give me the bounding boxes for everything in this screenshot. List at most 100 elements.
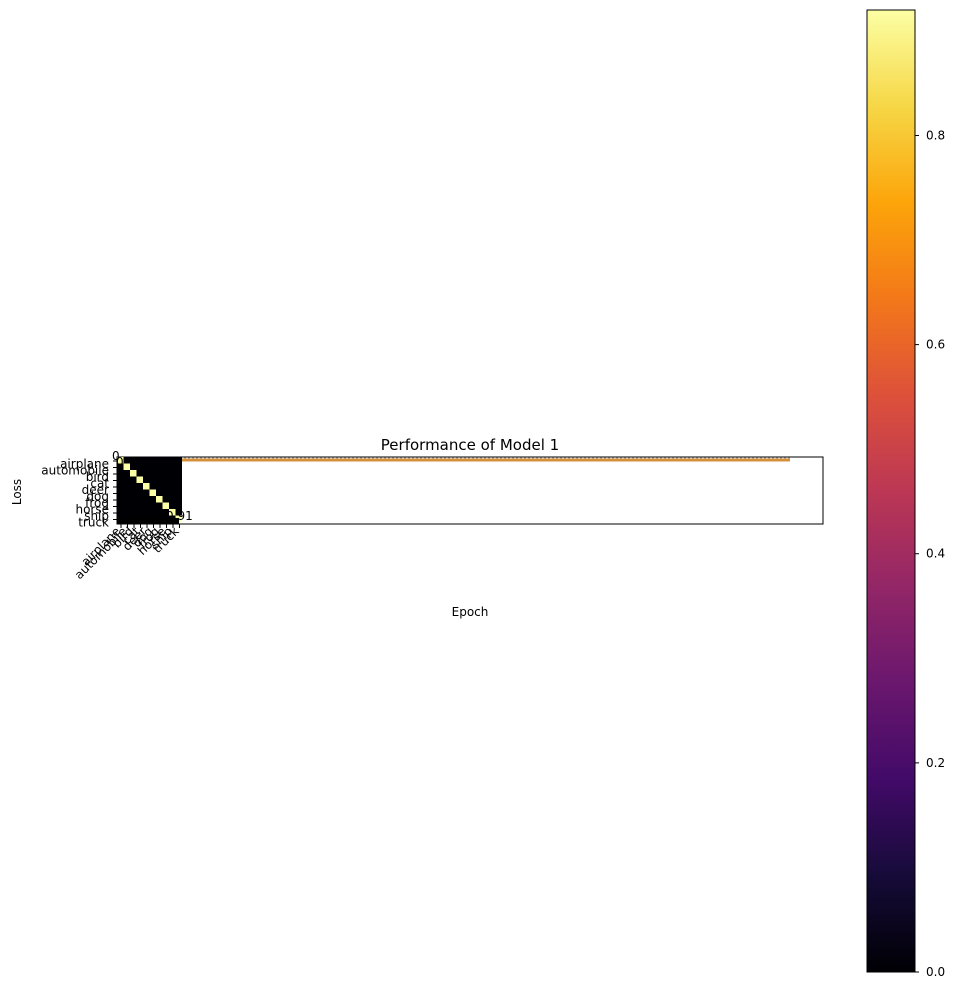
heatmap-cell: [117, 483, 124, 490]
heatmap-y-tick-label: automobile: [41, 464, 109, 478]
heatmap-cell: [162, 463, 169, 470]
heatmap-cell: [175, 496, 182, 503]
heatmap-cell: [123, 489, 130, 496]
heatmap-cell: [123, 483, 130, 490]
heatmap-cell: [130, 470, 137, 477]
heatmap-cell: [162, 509, 169, 516]
heatmap-cell: [169, 483, 176, 490]
heatmap-cell: [130, 457, 137, 464]
colorbar-tick-label: 0.6: [926, 338, 945, 352]
heatmap-cell: [136, 476, 143, 483]
heatmap-cell: [117, 470, 124, 477]
heatmap-cell: [136, 496, 143, 503]
heatmap-cell: [123, 496, 130, 503]
heatmap-cell: [162, 489, 169, 496]
heatmap-y-tick-label: deer: [82, 483, 109, 497]
heatmap-cell: [169, 496, 176, 503]
heatmap-y-tick-label: cat: [90, 477, 109, 491]
heatmap-cell: [136, 502, 143, 509]
heatmap-cell: [117, 489, 124, 496]
heatmap-cell: [143, 509, 150, 516]
heatmap-cell: [143, 476, 150, 483]
heatmap-cell: [143, 457, 150, 464]
heatmap-cell: [149, 457, 156, 464]
heatmap-cell: [156, 502, 163, 509]
colorbar-ticks: 0.0 0.2 0.4 0.6 0.8: [915, 128, 945, 979]
heatmap-cell: [143, 489, 150, 496]
colorbar-gradient: [866, 9, 916, 973]
heatmap-cell: [149, 502, 156, 509]
heatmap-y-tick-label: truck: [78, 516, 109, 530]
heatmap-cell: [169, 509, 176, 516]
heatmap-cell: [117, 509, 124, 516]
heatmap-cell: [123, 470, 130, 477]
heatmap-cell: [143, 470, 150, 477]
heatmap-cell: [123, 502, 130, 509]
colorbar-tick-label: 0.0: [926, 965, 945, 979]
cell-label-last: 0.91: [166, 509, 193, 523]
heatmap-cell: [149, 496, 156, 503]
colorbar-tick-label: 0.2: [926, 756, 945, 770]
heatmap-cell: [156, 470, 163, 477]
heatmap-cell: [175, 483, 182, 490]
colorbar-tick-label: 0.4: [926, 547, 945, 561]
heatmap-cell: [175, 489, 182, 496]
heatmap-cell: [162, 476, 169, 483]
heatmap-cell: [143, 483, 150, 490]
heatmap-cell: [156, 509, 163, 516]
heatmap-cell: [117, 496, 124, 503]
line-chart-ylabel: Loss: [10, 479, 24, 505]
heatmap-cell: [175, 509, 182, 516]
line-chart-title: Performance of Model 1: [381, 436, 559, 454]
heatmap-cell: [169, 489, 176, 496]
heatmap-cell: [143, 496, 150, 503]
heatmap-y-tick-label: ship: [84, 509, 109, 523]
heatmap-y-tick-label: airplane: [60, 457, 109, 471]
heatmap-cell: [130, 463, 137, 470]
heatmap-y-tick-label: horse: [75, 503, 109, 517]
heatmap-cell: [136, 509, 143, 516]
heatmap-cell: [149, 489, 156, 496]
heatmap-cell: [175, 463, 182, 470]
line-chart: Performance of Model 1 Epoch Loss: [10, 436, 824, 619]
heatmap-cell: [162, 483, 169, 490]
heatmap-cell: [156, 483, 163, 490]
heatmap-cell: [162, 502, 169, 509]
cell-label-top: 0: [112, 449, 120, 463]
colorbar-tick-label: 0.8: [926, 128, 945, 142]
heatmap-cell: [169, 502, 176, 509]
heatmap-cell: [117, 463, 124, 470]
heatmap-cell: [123, 476, 130, 483]
heatmap-cell: [136, 457, 143, 464]
heatmap-cell: [149, 470, 156, 477]
heatmap-cell: [143, 463, 150, 470]
heatmap-cell: [156, 476, 163, 483]
heatmap-cell: [156, 457, 163, 464]
heatmap-cell: [169, 476, 176, 483]
heatmap-cell: [162, 470, 169, 477]
heatmap-y-tick-label: frog: [85, 496, 109, 510]
heatmap-cell: [130, 502, 137, 509]
heatmap-cell: [117, 476, 124, 483]
heatmap-cell: [156, 489, 163, 496]
heatmap-cell: [149, 476, 156, 483]
heatmap-cell: [130, 483, 137, 490]
heatmap-cell: [156, 496, 163, 503]
heatmap-cell: [130, 476, 137, 483]
heatmap-cell: [123, 509, 130, 516]
heatmap-cell: [175, 476, 182, 483]
heatmap-cell: [136, 470, 143, 477]
colorbar: 0.0 0.2 0.4 0.6 0.8: [866, 9, 945, 979]
heatmap-cell: [136, 489, 143, 496]
heatmap-cell: [149, 483, 156, 490]
heatmap-cell: [123, 463, 130, 470]
heatmap-cell: [156, 463, 163, 470]
heatmap-cell: [175, 470, 182, 477]
heatmap-cell: [149, 509, 156, 516]
heatmap-cell: [117, 502, 124, 509]
heatmap-bottom-row: [117, 518, 179, 524]
heatmap-cell: [130, 509, 137, 516]
heatmap-cell: [169, 470, 176, 477]
heatmap-cell: [169, 463, 176, 470]
